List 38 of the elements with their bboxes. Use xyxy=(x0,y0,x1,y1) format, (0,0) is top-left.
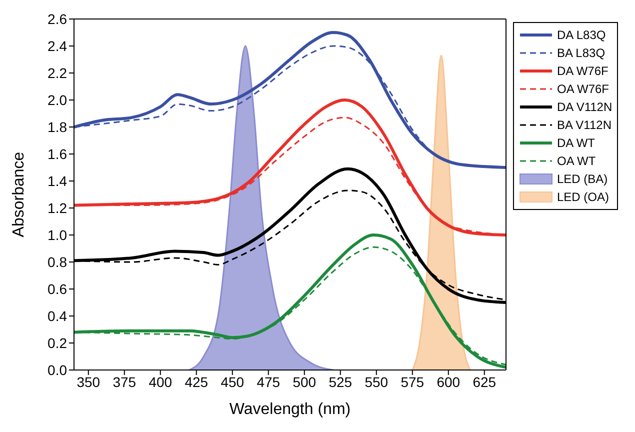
legend-label: DA L83Q xyxy=(557,28,606,42)
legend-label: DA WT xyxy=(557,136,595,150)
legend-label: OA WT xyxy=(557,154,596,168)
legend-label: BA V112N xyxy=(557,118,612,132)
legend-label: LED (OA) xyxy=(557,190,610,204)
y-tick-label: 1.8 xyxy=(48,118,68,135)
x-tick-label: 600 xyxy=(436,374,460,390)
legend-label: BA L83Q xyxy=(557,46,606,60)
legend-label: OA W76F xyxy=(557,82,610,96)
x-tick-label: 400 xyxy=(148,374,172,390)
y-tick-label: 1.0 xyxy=(48,226,68,243)
legend-label: DA V112N xyxy=(557,100,612,114)
x-axis-title: Wavelength (nm) xyxy=(229,401,351,418)
x-tick-label: 350 xyxy=(76,374,100,390)
x-tick-label: 375 xyxy=(112,374,136,390)
x-tick-label: 500 xyxy=(292,374,316,390)
y-tick-label: 1.6 xyxy=(48,146,68,162)
y-tick-label: 2.0 xyxy=(48,92,68,108)
y-tick-label: 2.2 xyxy=(48,64,68,81)
y-axis-title: Absorbance xyxy=(10,152,28,238)
x-tick-label: 450 xyxy=(220,374,244,390)
x-tick-label: 575 xyxy=(400,374,424,390)
x-tick-label: 550 xyxy=(364,374,388,390)
y-tick-label: 2.6 xyxy=(48,10,68,27)
y-tick-label: 2.4 xyxy=(48,38,68,54)
y-tick-label: 0.2 xyxy=(48,334,68,351)
y-tick-label: 0.6 xyxy=(48,280,68,297)
y-tick-label: 1.2 xyxy=(48,200,68,216)
legend-label: DA W76F xyxy=(557,64,608,78)
x-tick-label: 425 xyxy=(184,374,208,390)
x-tick-label: 475 xyxy=(256,374,280,390)
legend-label: LED (BA) xyxy=(557,172,608,186)
x-tick-label: 525 xyxy=(328,374,352,390)
y-tick-label: 1.4 xyxy=(48,172,68,189)
x-tick-label: 625 xyxy=(472,374,496,390)
y-tick-label: 0.0 xyxy=(48,362,68,378)
y-tick-label: 0.8 xyxy=(48,254,68,270)
y-tick-label: 0.4 xyxy=(48,308,68,324)
